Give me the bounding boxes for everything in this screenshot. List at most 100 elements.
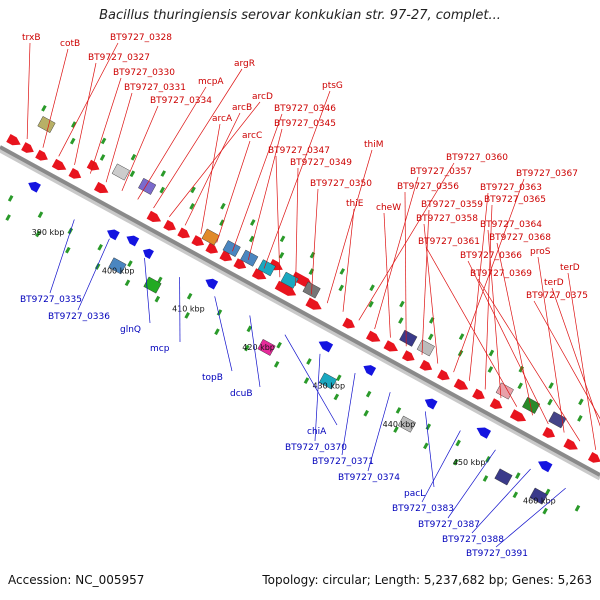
forward-gene-arrow <box>191 235 205 246</box>
tick-mark <box>37 211 44 219</box>
feature-box <box>37 116 56 133</box>
scale-label: 440 kbp <box>383 420 416 429</box>
forward-gene-arrow <box>587 451 600 463</box>
genome-summary-label: Topology: circular; Length: 5,237,682 bp… <box>262 573 592 587</box>
tick-mark <box>303 377 310 384</box>
reverse-leader-line <box>341 372 356 456</box>
tick-mark <box>458 333 465 341</box>
reverse-leader-line <box>49 219 75 294</box>
tick-mark <box>487 366 494 373</box>
reverse-gene-label: mcp <box>150 344 170 354</box>
tick-mark <box>488 349 495 357</box>
forward-gene-arrow <box>383 340 398 352</box>
reverse-leader-line <box>214 296 233 372</box>
tick-mark <box>485 455 491 463</box>
feature-box <box>397 415 416 433</box>
forward-gene-label: BT9727_0357 <box>410 167 472 177</box>
tick-mark <box>216 309 223 316</box>
reverse-leader-line <box>249 315 261 388</box>
accession-label: Accession: NC_005957 <box>8 573 145 587</box>
feature-box <box>257 259 276 277</box>
tick-mark <box>517 382 523 390</box>
reverse-gene-label: dcuB <box>230 389 253 399</box>
forward-leader-line <box>358 162 455 321</box>
forward-gene-label: arcB <box>232 103 252 113</box>
tick-mark <box>154 295 161 303</box>
forward-leader-line <box>477 278 581 442</box>
tick-mark <box>336 374 342 382</box>
forward-leader-line <box>467 260 549 425</box>
forward-gene-label: cotB <box>60 39 80 49</box>
forward-leader-line <box>383 212 391 338</box>
feature-box <box>111 163 130 181</box>
tick-mark <box>5 214 11 221</box>
forward-leader-line <box>404 191 407 347</box>
tick-mark <box>365 390 372 398</box>
reverse-gene-arrow <box>424 398 438 410</box>
reverse-gene-label: topB <box>202 373 223 383</box>
forward-gene-label: BT9727_0366 <box>460 251 522 261</box>
forward-gene-label: thiM <box>364 140 384 150</box>
reverse-gene-arrow <box>538 461 553 473</box>
reverse-leader-line <box>314 353 321 442</box>
reverse-leader-line <box>471 468 531 534</box>
tick-mark <box>482 475 489 482</box>
forward-gene-label: BT9727_0375 <box>526 291 588 301</box>
forward-leader-line <box>537 256 565 433</box>
tick-mark <box>159 186 165 194</box>
forward-gene-arrow <box>205 242 219 254</box>
reverse-gene-arrow <box>476 427 492 439</box>
tick-mark <box>65 246 71 254</box>
forward-leader-line <box>425 246 518 407</box>
tick-mark <box>124 279 131 287</box>
tick-mark <box>219 219 225 227</box>
tick-mark <box>246 325 253 333</box>
reverse-gene-label: BT9727_0371 <box>312 457 374 467</box>
forward-gene-label: BT9727_0369 <box>470 269 532 279</box>
forward-gene-arrow <box>472 388 485 400</box>
forward-gene-arrow <box>437 369 450 381</box>
forward-gene-label: BT9727_0368 <box>489 233 551 243</box>
forward-gene-arrow <box>542 427 556 438</box>
tick-mark <box>276 341 282 349</box>
forward-gene-arrow <box>291 271 313 287</box>
forward-gene-label: BT9727_0350 <box>310 179 372 189</box>
tick-mark <box>189 203 195 210</box>
tick-mark <box>399 300 405 308</box>
reverse-leader-line <box>447 449 496 519</box>
tick-mark <box>306 358 312 365</box>
tick-mark <box>368 300 374 308</box>
forward-gene-label: BT9727_0334 <box>150 96 212 106</box>
tick-mark <box>452 458 459 466</box>
forward-gene-label: BT9727_0331 <box>124 83 186 93</box>
tick-mark <box>129 170 136 178</box>
tick-mark <box>184 312 190 319</box>
tick-mark <box>542 507 548 515</box>
tick-mark <box>248 235 255 243</box>
forward-leader-line <box>200 123 221 235</box>
backbone-line <box>0 145 600 477</box>
forward-gene-label: ptsG <box>322 81 343 91</box>
forward-gene-label: BT9727_0367 <box>516 169 578 179</box>
tick-mark <box>574 504 581 512</box>
reverse-leader-line <box>367 392 391 472</box>
forward-leader-line <box>374 176 419 330</box>
forward-gene-label: BT9727_0327 <box>88 53 150 63</box>
forward-gene-arrow <box>219 250 233 262</box>
tick-mark <box>7 195 14 202</box>
reverse-gene-label: BT9727_0383 <box>392 504 454 514</box>
forward-leader-line <box>326 149 373 304</box>
feature-box <box>318 372 338 390</box>
forward-gene-arrow <box>305 297 322 310</box>
feature-box <box>522 396 541 414</box>
scale-label: 460 kbp <box>523 497 556 506</box>
forward-gene-arrow <box>233 258 247 269</box>
tick-mark <box>35 230 41 238</box>
forward-gene-arrow <box>51 158 67 171</box>
feature-box <box>257 338 276 356</box>
forward-leader-line <box>263 90 331 269</box>
forward-leader-line <box>89 77 122 174</box>
forward-leader-line <box>26 42 31 140</box>
tick-mark <box>214 328 220 336</box>
